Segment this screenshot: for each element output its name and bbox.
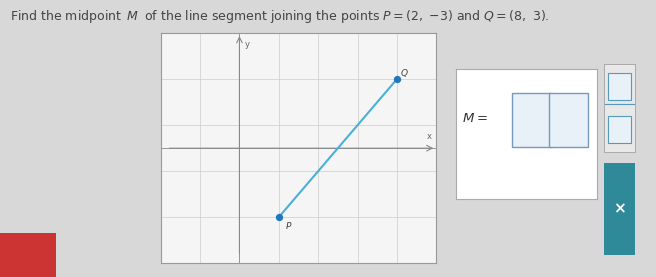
FancyBboxPatch shape [512, 93, 552, 147]
Point [274, 215, 284, 219]
Text: Find the midpoint  $M$  of the line segment joining the points $P = (2,\ {-}3)$ : Find the midpoint $M$ of the line segmen… [10, 8, 550, 25]
FancyBboxPatch shape [608, 73, 630, 100]
Point [392, 77, 402, 81]
Text: y: y [244, 40, 249, 49]
FancyBboxPatch shape [608, 116, 630, 143]
Text: $M =$: $M =$ [462, 112, 487, 125]
Text: $P$: $P$ [285, 220, 292, 231]
FancyBboxPatch shape [549, 93, 588, 147]
Text: ×: × [613, 202, 626, 217]
Text: $Q$: $Q$ [400, 67, 409, 79]
Text: x: x [426, 132, 432, 141]
